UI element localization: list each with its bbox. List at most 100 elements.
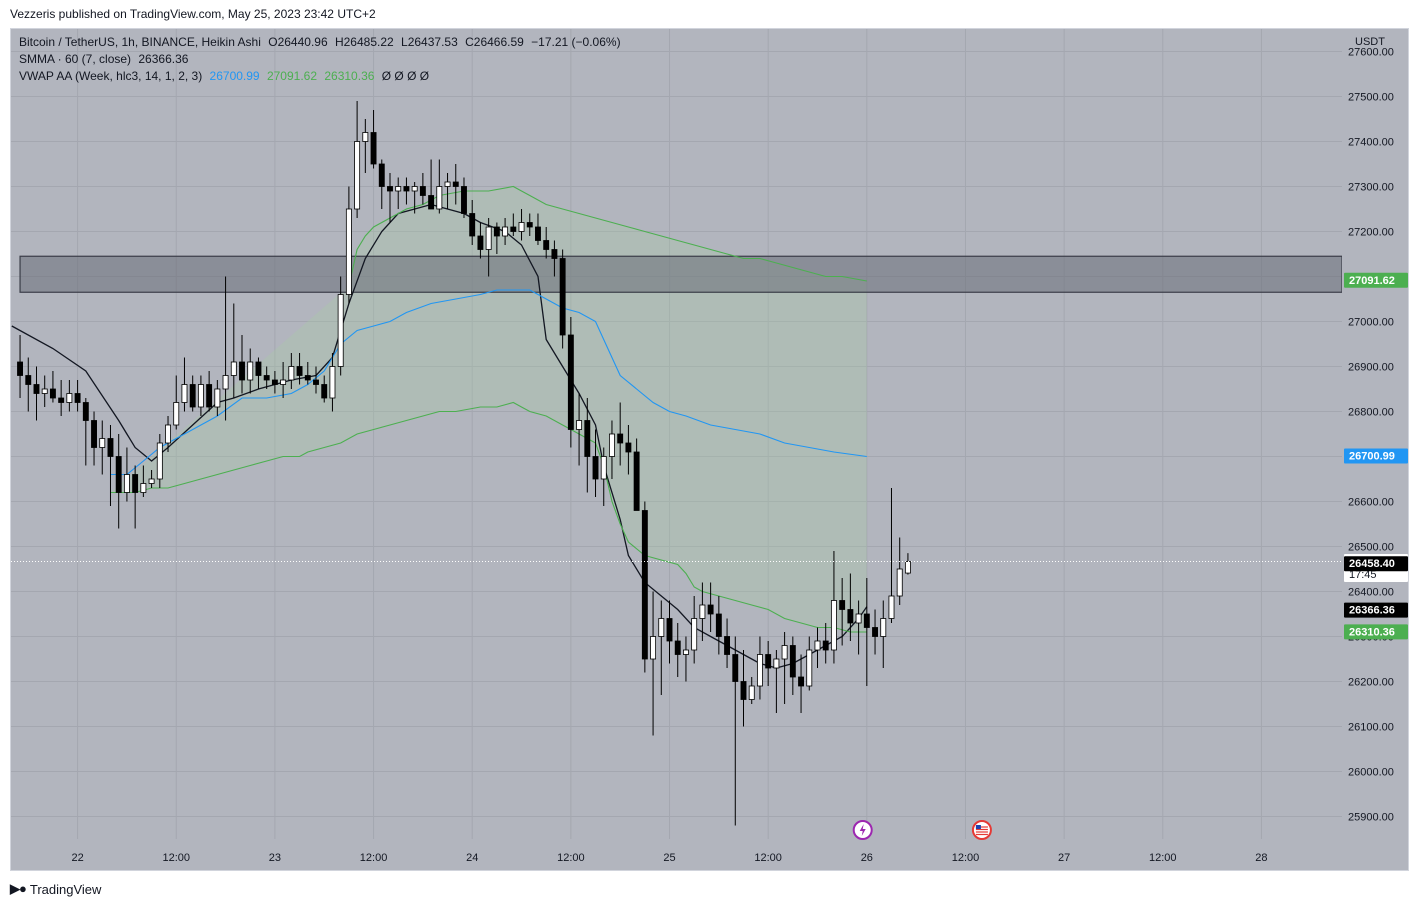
candle[interactable] (82, 398, 89, 466)
candle[interactable] (526, 213, 533, 237)
candle[interactable] (313, 366, 319, 394)
candle[interactable] (625, 425, 632, 475)
candle[interactable] (156, 434, 163, 488)
candle[interactable] (650, 591, 657, 736)
time-axis[interactable] (11, 839, 1342, 870)
candle[interactable] (181, 357, 188, 412)
candle[interactable] (518, 209, 525, 241)
candle[interactable] (765, 641, 772, 686)
candle[interactable] (592, 429, 599, 498)
candle[interactable] (855, 600, 862, 655)
candle[interactable] (683, 636, 689, 682)
candle[interactable] (839, 578, 846, 646)
candle[interactable] (724, 618, 731, 669)
candle[interactable] (123, 447, 130, 502)
candle[interactable] (617, 402, 624, 466)
chart-frame[interactable]: USDT 27600.00 27500.00 27400.00 27300.00 2720… (10, 28, 1409, 871)
candle[interactable] (452, 164, 459, 205)
candle[interactable] (304, 362, 311, 385)
candle[interactable] (428, 159, 435, 210)
candle[interactable] (41, 375, 48, 408)
candle[interactable] (789, 636, 796, 696)
candle[interactable] (387, 173, 393, 223)
candle[interactable] (502, 218, 509, 245)
candle[interactable] (115, 434, 122, 529)
candle[interactable] (148, 470, 155, 488)
candle[interactable] (74, 380, 81, 412)
candle[interactable] (847, 573, 854, 642)
candle[interactable] (165, 416, 171, 452)
candle[interactable] (872, 609, 878, 655)
candle[interactable] (411, 182, 418, 214)
candle[interactable] (641, 501, 648, 673)
price-label-vwap_upper[interactable] (1344, 272, 1408, 288)
candle[interactable] (255, 357, 262, 390)
us-flag-icon[interactable] (971, 820, 992, 840)
candle[interactable] (247, 348, 254, 394)
candle[interactable] (206, 371, 213, 412)
vwap-mid-line[interactable] (110, 289, 867, 476)
candle[interactable] (748, 677, 755, 704)
candle[interactable] (280, 362, 287, 398)
candle[interactable] (436, 159, 443, 214)
candle[interactable] (691, 596, 698, 664)
candle[interactable] (863, 578, 870, 686)
candle[interactable] (781, 632, 788, 704)
candle[interactable] (543, 227, 550, 259)
candle[interactable] (740, 650, 747, 727)
candle[interactable] (337, 276, 344, 376)
candle[interactable] (584, 398, 591, 493)
candle[interactable] (822, 623, 829, 664)
candle[interactable] (230, 303, 237, 399)
candle[interactable] (66, 380, 73, 412)
candle[interactable] (773, 650, 780, 713)
candle[interactable] (419, 173, 426, 205)
candle[interactable] (107, 425, 114, 506)
tradingview-logo-icon[interactable]: ▶● (10, 881, 27, 896)
candle[interactable] (633, 438, 640, 511)
candle[interactable] (477, 222, 484, 259)
candle[interactable] (58, 380, 65, 416)
candle[interactable] (699, 582, 706, 642)
candle[interactable] (17, 335, 23, 398)
candle[interactable] (896, 537, 903, 606)
candle[interactable] (461, 177, 467, 219)
candle[interactable] (378, 159, 385, 210)
candle[interactable] (551, 240, 558, 277)
candle[interactable] (559, 249, 566, 349)
candle[interactable] (91, 411, 97, 466)
candle[interactable] (904, 553, 911, 575)
candle[interactable] (576, 393, 583, 466)
candle[interactable] (888, 488, 895, 623)
candle[interactable] (756, 636, 763, 700)
candle[interactable] (296, 353, 303, 385)
candle[interactable] (197, 375, 204, 417)
footer-brand[interactable]: TradingView (29, 881, 102, 897)
candle[interactable] (263, 366, 270, 390)
candle[interactable] (814, 627, 821, 669)
resistance-zone[interactable] (19, 255, 1343, 293)
candle[interactable] (370, 110, 377, 169)
price-label-vwap_mid[interactable] (1344, 448, 1408, 464)
candle[interactable] (99, 420, 106, 475)
legend-smma-row[interactable]: SMMA · 60 (7, close) 26366.36 (19, 52, 192, 66)
candle[interactable] (395, 177, 402, 210)
candle[interactable] (173, 375, 180, 430)
candle[interactable] (535, 213, 541, 246)
candle[interactable] (132, 465, 139, 529)
candle[interactable] (707, 582, 714, 633)
candle[interactable] (222, 276, 229, 421)
candle[interactable] (239, 335, 245, 394)
price-label-dark[interactable] (1344, 602, 1408, 618)
legend-symbol[interactable]: Bitcoin / TetherUS, 1h, BINANCE, Heikin … (19, 35, 261, 49)
candle[interactable] (732, 636, 739, 826)
candle[interactable] (33, 366, 40, 421)
candle[interactable] (140, 465, 147, 498)
candle[interactable] (674, 623, 681, 677)
candle[interactable] (806, 636, 813, 691)
candle[interactable] (493, 222, 500, 255)
candle[interactable] (403, 177, 410, 205)
candle[interactable] (444, 173, 451, 209)
price-label-vwap_lower[interactable] (1344, 624, 1408, 640)
candle[interactable] (880, 600, 887, 669)
